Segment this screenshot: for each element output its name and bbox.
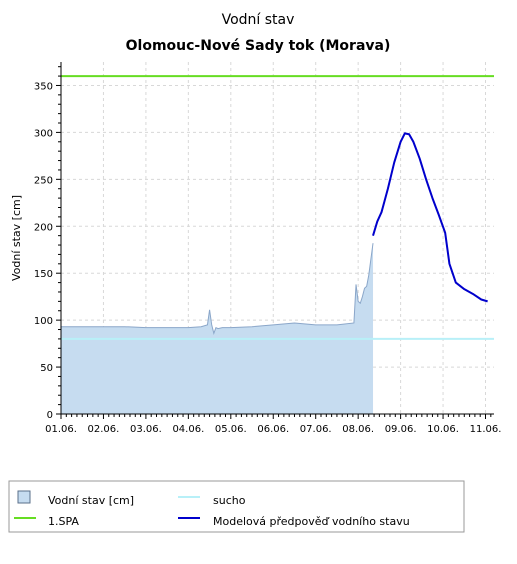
- plot-area: 0 50 100 150 200 250 300 350 01.06. 02.06. 03.06.…: [34, 62, 501, 435]
- legend-label: sucho: [213, 494, 246, 507]
- x-tick-label: 01.06.: [45, 424, 77, 435]
- legend-label: Modelová předpověď vodního stavu: [213, 515, 410, 528]
- gridlines: [61, 62, 494, 414]
- x-tick-label: 10.06.: [427, 424, 459, 435]
- y-tick-label: 50: [40, 363, 53, 374]
- y-tick-label: 150: [34, 269, 53, 280]
- legend: Vodní stav [cm] sucho 1.SPA Modelová předpo…: [8, 480, 465, 533]
- x-tick-label: 02.06.: [88, 424, 120, 435]
- y-tick-label: 350: [34, 81, 53, 92]
- y-tick-label: 250: [34, 175, 53, 186]
- legend-box: [8, 480, 465, 533]
- x-tick-label: 03.06.: [130, 424, 162, 435]
- x-tick-label: 07.06.: [300, 424, 332, 435]
- y-axis-ticks: 0 50 100 150 200 250 300 350: [34, 66, 61, 421]
- x-axis-ticks: 01.06. 02.06. 03.06. 04.06. 05.06. 06.06. 07.0…: [45, 414, 501, 435]
- legend-label: 1.SPA: [48, 515, 79, 528]
- data-series: [61, 75, 494, 414]
- x-tick-label: 06.06.: [257, 424, 289, 435]
- legend-label: Vodní stav [cm]: [48, 494, 134, 507]
- y-tick-label: 300: [34, 128, 53, 139]
- legend-swatch-water-level: [17, 490, 31, 504]
- x-tick-label: 11.06.: [470, 424, 502, 435]
- chart-subtitle: Olomouc-Nové Sady tok (Morava): [126, 38, 391, 54]
- y-axis-label: Vodní stav [cm]: [10, 195, 23, 281]
- x-tick-label: 04.06.: [172, 424, 204, 435]
- y-tick-label: 200: [34, 222, 53, 233]
- chart-title: Vodní stav: [222, 12, 295, 28]
- series-area-edge: [61, 243, 374, 335]
- y-tick-label: 0: [47, 410, 53, 421]
- x-tick-label: 05.06.: [215, 424, 247, 435]
- series-line-forecast: [372, 132, 488, 303]
- x-tick-label: 08.06.: [342, 424, 374, 435]
- y-tick-label: 100: [34, 316, 53, 327]
- x-tick-label: 09.06.: [385, 424, 417, 435]
